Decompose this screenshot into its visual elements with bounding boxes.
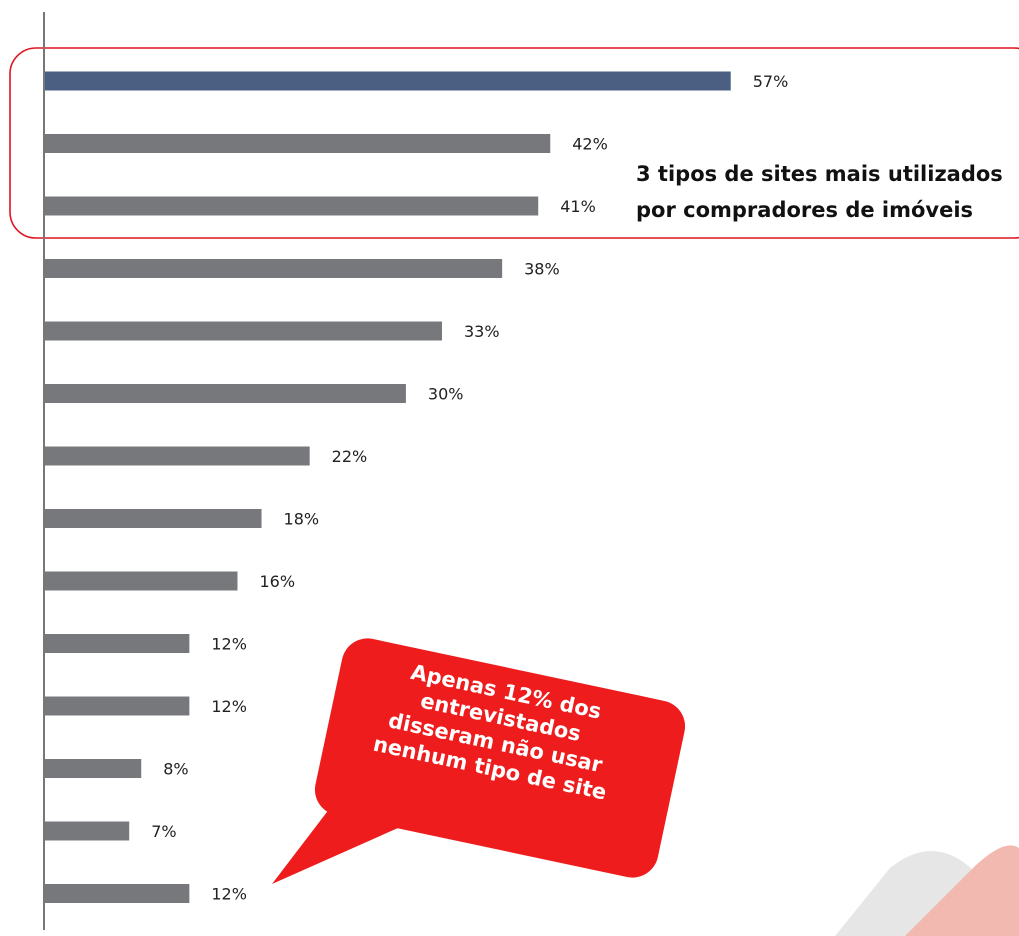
value-label-6: 30% (428, 385, 464, 404)
value-label-5: 33% (464, 322, 500, 341)
bar-13 (45, 821, 130, 841)
bars-group (45, 71, 731, 903)
top3-callout-line1: 3 tipos de sites mais utilizados (636, 162, 1003, 186)
bar-4 (45, 259, 503, 278)
bubble-body (314, 638, 686, 878)
bar-6 (45, 384, 406, 403)
value-label-14: 12% (211, 885, 247, 904)
top3-callout-text: 3 tipos de sites mais utilizados por com… (636, 156, 1016, 228)
value-label-1: 57% (753, 72, 789, 91)
value-label-13: 7% (151, 822, 176, 841)
value-label-4: 38% (524, 260, 560, 279)
value-label-10: 12% (211, 635, 247, 654)
value-labels-group: 57% 42% 41% 38% 33% 30% 22% 18% 16% 12% 12% 8% 7% 12% (151, 72, 788, 904)
bar-7 (45, 446, 310, 466)
value-label-7: 22% (332, 447, 368, 466)
top3-highlight-box (9, 47, 1019, 239)
bar-12 (45, 759, 142, 778)
value-label-8: 18% (284, 510, 320, 529)
bar-10 (45, 634, 190, 653)
bar-5 (45, 321, 442, 341)
top3-callout-line2: por compradores de imóveis (636, 198, 974, 222)
value-label-9: 16% (259, 572, 295, 591)
bar-9 (45, 571, 238, 591)
bar-14 (45, 884, 190, 903)
callout-bubble (272, 638, 686, 884)
bar-2 (45, 134, 551, 153)
value-label-12: 8% (163, 760, 188, 779)
bar-3 (45, 196, 539, 216)
corner-pink-shape (905, 845, 1019, 936)
value-label-2: 42% (572, 135, 608, 154)
value-label-3: 41% (560, 197, 596, 216)
bubble-tail (272, 808, 398, 884)
bar-1 (45, 71, 731, 91)
bar-11 (45, 696, 190, 716)
value-label-11: 12% (211, 697, 247, 716)
bar-8 (45, 509, 262, 528)
